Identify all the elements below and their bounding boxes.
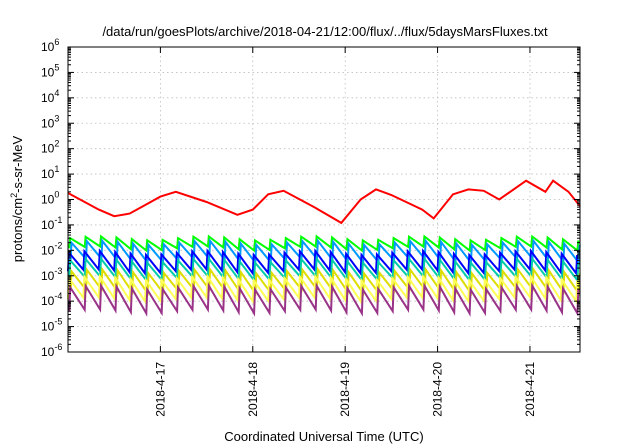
y-tick-label: 103 (41, 113, 59, 130)
y-axis-label: protons/cm2-s-sr-MeV (9, 135, 25, 262)
grid (68, 47, 580, 352)
y-tick-label: 105 (41, 62, 59, 79)
y-axis-label-text: protons/cm2-s-sr-MeV (9, 135, 25, 262)
y-tick-label: 10-4 (41, 291, 62, 308)
x-tick-label: 2018-4-18 (246, 362, 260, 417)
series-layer (67, 179, 581, 317)
y-tick-label: 104 (41, 88, 59, 105)
y-tick-label: 102 (41, 139, 59, 156)
x-tick-label: 2018-4-21 (523, 362, 537, 417)
y-tick-label: 10-6 (41, 342, 62, 359)
series-line (68, 282, 580, 317)
series-line (68, 255, 580, 284)
y-tick-label: 10-3 (41, 266, 62, 283)
x-axis-label: Coordinated Universal Time (UTC) (224, 429, 423, 444)
y-tick-label: 10-2 (41, 240, 62, 257)
y-tick-label: 10-5 (41, 317, 62, 334)
x-tick-label: 2018-4-19 (338, 362, 352, 417)
series-line (67, 273, 579, 305)
y-tick-label: 100 (41, 190, 59, 207)
x-tick-label: 2018-4-17 (153, 362, 167, 417)
x-tick-label: 2018-4-20 (431, 362, 445, 417)
y-tick-label: 10-1 (41, 215, 62, 232)
ticks: 10-6 10-5 10-4 10-3 10-2 10-1 100 101 102 103 104 1… (41, 37, 580, 417)
series-line (67, 179, 581, 225)
series-line (68, 234, 580, 253)
y-tick-label: 101 (41, 164, 59, 181)
series-line (67, 248, 579, 277)
chart-title: /data/run/goesPlots/archive/2018-04-21/1… (102, 24, 548, 39)
y-tick-label: 106 (41, 37, 59, 54)
